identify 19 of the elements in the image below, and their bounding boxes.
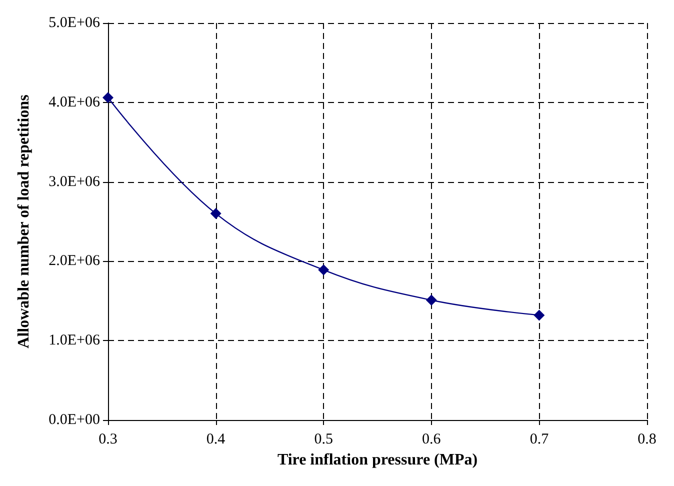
point (534, 310, 545, 321)
y-tick-label: 5.0E+06 (48, 15, 100, 31)
y-tick-label: 2.0E+06 (48, 253, 100, 270)
x-tick-label: 0.8 (638, 432, 656, 448)
x-tick-label: 0.5 (314, 432, 333, 448)
y-tick-label: 1.0E+06 (48, 332, 100, 349)
y-tick-label: 0.0E+00 (48, 412, 100, 428)
point (426, 294, 437, 306)
point (102, 92, 114, 104)
point (210, 208, 222, 220)
x-tick-label: 0.7 (530, 432, 550, 448)
y-tick-label: 3.0E+06 (48, 174, 100, 190)
x-tick-label: 0.4 (206, 432, 226, 448)
x-tick-label: 0.6 (422, 432, 442, 448)
x-axis-title: Tire inflation pressure (MPa) (277, 452, 478, 468)
y-tick-label: 4.0E+06 (48, 94, 100, 110)
y-axis-title: Allowable number of load repetitions (16, 94, 32, 348)
x-tick-label: 0.3 (98, 432, 118, 448)
point (318, 264, 330, 276)
